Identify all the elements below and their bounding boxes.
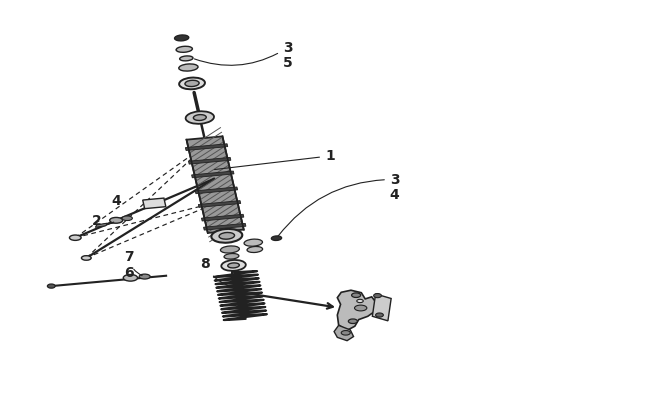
Text: 8: 8 <box>200 257 236 288</box>
Ellipse shape <box>221 260 246 271</box>
Ellipse shape <box>186 111 214 124</box>
Text: 3: 3 <box>194 41 292 65</box>
Text: 1: 1 <box>214 149 335 170</box>
Polygon shape <box>337 290 377 330</box>
Ellipse shape <box>47 284 55 288</box>
Ellipse shape <box>352 293 361 298</box>
Ellipse shape <box>185 80 199 87</box>
Ellipse shape <box>374 293 382 298</box>
Text: 5: 5 <box>283 56 292 70</box>
Ellipse shape <box>110 217 123 223</box>
Ellipse shape <box>193 115 206 120</box>
Ellipse shape <box>179 78 205 89</box>
Polygon shape <box>188 157 231 164</box>
Ellipse shape <box>357 299 363 303</box>
Ellipse shape <box>219 232 235 239</box>
Ellipse shape <box>124 274 138 281</box>
Ellipse shape <box>341 331 350 335</box>
Polygon shape <box>334 325 354 341</box>
Polygon shape <box>185 144 227 151</box>
Ellipse shape <box>227 263 239 268</box>
Polygon shape <box>143 198 166 209</box>
Ellipse shape <box>179 64 198 71</box>
Ellipse shape <box>348 319 358 324</box>
Ellipse shape <box>81 256 91 260</box>
Polygon shape <box>96 223 107 227</box>
Ellipse shape <box>122 216 133 220</box>
Text: 3: 3 <box>278 173 400 236</box>
Ellipse shape <box>176 46 192 52</box>
Text: 4: 4 <box>390 188 400 202</box>
Polygon shape <box>198 200 240 208</box>
Ellipse shape <box>175 35 188 41</box>
Text: 4: 4 <box>111 195 121 208</box>
Polygon shape <box>192 171 234 178</box>
Ellipse shape <box>139 274 150 279</box>
Polygon shape <box>195 187 238 194</box>
Text: 2: 2 <box>92 214 114 228</box>
Ellipse shape <box>376 313 384 317</box>
Ellipse shape <box>211 229 242 243</box>
Polygon shape <box>372 294 391 321</box>
Ellipse shape <box>70 235 81 240</box>
Text: 6: 6 <box>124 266 133 280</box>
Ellipse shape <box>220 246 239 253</box>
Ellipse shape <box>271 236 281 241</box>
Text: 7: 7 <box>124 250 142 276</box>
Ellipse shape <box>354 305 367 311</box>
Polygon shape <box>202 214 244 221</box>
Ellipse shape <box>179 56 193 61</box>
Ellipse shape <box>244 239 263 246</box>
Ellipse shape <box>247 247 263 252</box>
Polygon shape <box>203 223 246 230</box>
Polygon shape <box>187 137 244 233</box>
Ellipse shape <box>224 254 239 259</box>
